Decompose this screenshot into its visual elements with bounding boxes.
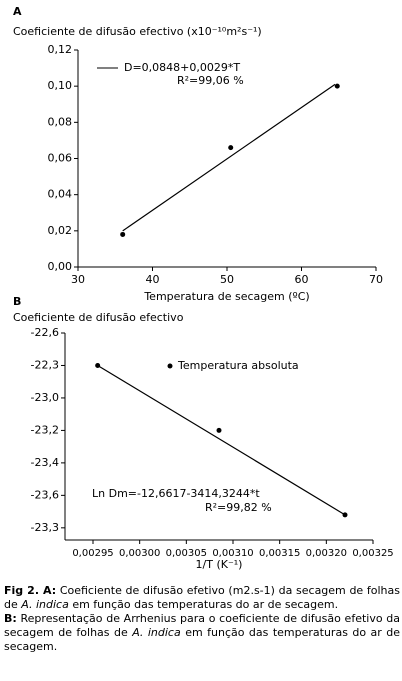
y-tick-label: 0,02 xyxy=(48,224,73,237)
panel-label: A xyxy=(13,5,22,18)
x-tick-label: 40 xyxy=(146,273,160,286)
data-point xyxy=(334,83,340,89)
data-point xyxy=(216,427,222,433)
annotation: R²=99,06 % xyxy=(177,74,244,87)
caption-label: Fig 2. A: xyxy=(4,584,57,597)
caption-a: Fig 2. A: Coeficiente de difusão efetivo… xyxy=(4,584,400,612)
y-tick-label: 0,08 xyxy=(48,115,73,128)
caption-b: B: Representação de Arrhenius para o coe… xyxy=(4,612,400,654)
y-tick-label: 0,10 xyxy=(48,79,73,92)
fit-line xyxy=(122,83,336,232)
caption-species: A. indica xyxy=(21,598,69,611)
y-tick-label: -23,0 xyxy=(31,391,59,404)
x-tick-label: 0,00320 xyxy=(306,548,347,559)
legend-label: Temperatura absoluta xyxy=(177,359,299,372)
figure: A Coeficiente de difusão efectivo (x10⁻¹⁰… xyxy=(13,5,394,571)
annotation: Ln Dm=-12,6617-3414,3244*t xyxy=(92,487,260,500)
x-tick-label: 0,00295 xyxy=(72,548,113,559)
y-axis-title: Coeficiente de difusão efectivo xyxy=(13,311,184,324)
x-tick-label: 0,00325 xyxy=(352,548,393,559)
y-tick-label: 0,12 xyxy=(48,43,73,56)
y-tick-label: -22,6 xyxy=(31,326,59,339)
x-tick-label: 30 xyxy=(71,273,85,286)
caption-label: B: xyxy=(4,612,17,625)
x-tick-label: 50 xyxy=(220,273,234,286)
caption-text: Coeficiente de difusão efetivo (m2.s-1) … xyxy=(4,584,400,611)
panel-label: B xyxy=(13,295,21,308)
caption-text: em função das temperaturas do ar de seca… xyxy=(68,598,339,611)
y-tick-label: 0,00 xyxy=(48,260,73,273)
y-tick-label: 0,06 xyxy=(48,152,73,165)
x-tick-label: 70 xyxy=(369,273,383,286)
x-axis-title: Temperatura de secagem (ºC) xyxy=(143,290,309,303)
x-tick-label: 60 xyxy=(295,273,309,286)
x-tick-label: 0,00300 xyxy=(119,548,160,559)
caption-text: em função das temperaturas do ar de seca… xyxy=(4,626,401,653)
y-tick-label: -23,3 xyxy=(31,521,59,534)
data-point xyxy=(95,362,101,368)
x-tick-label: 0,00310 xyxy=(212,548,253,559)
data-point xyxy=(120,231,126,237)
y-tick-label: -23,6 xyxy=(31,488,59,501)
y-axis-title: Coeficiente de difusão efectivo (x10⁻¹⁰m… xyxy=(13,25,262,38)
y-tick-label: -23,2 xyxy=(31,423,59,436)
x-tick-label: 0,00305 xyxy=(166,548,207,559)
fit-line xyxy=(97,364,346,516)
data-point xyxy=(342,512,348,518)
x-axis-title: 1/T (K⁻¹) xyxy=(196,558,243,571)
legend-marker xyxy=(167,363,173,369)
caption-species: A. indica xyxy=(132,626,181,639)
data-point xyxy=(228,145,234,151)
caption: Fig 2. A: Coeficiente de difusão efetivo… xyxy=(4,584,400,654)
caption-text: Representação de Arrhenius para o coefic… xyxy=(4,612,400,639)
legend-label: D=0,0848+0,0029*T xyxy=(124,61,240,74)
x-tick-label: 0,00315 xyxy=(259,548,300,559)
y-tick-label: 0,04 xyxy=(48,188,73,201)
annotation: R²=99,82 % xyxy=(205,501,272,514)
y-tick-label: -23,4 xyxy=(31,456,59,469)
y-tick-label: -22,3 xyxy=(31,358,59,371)
